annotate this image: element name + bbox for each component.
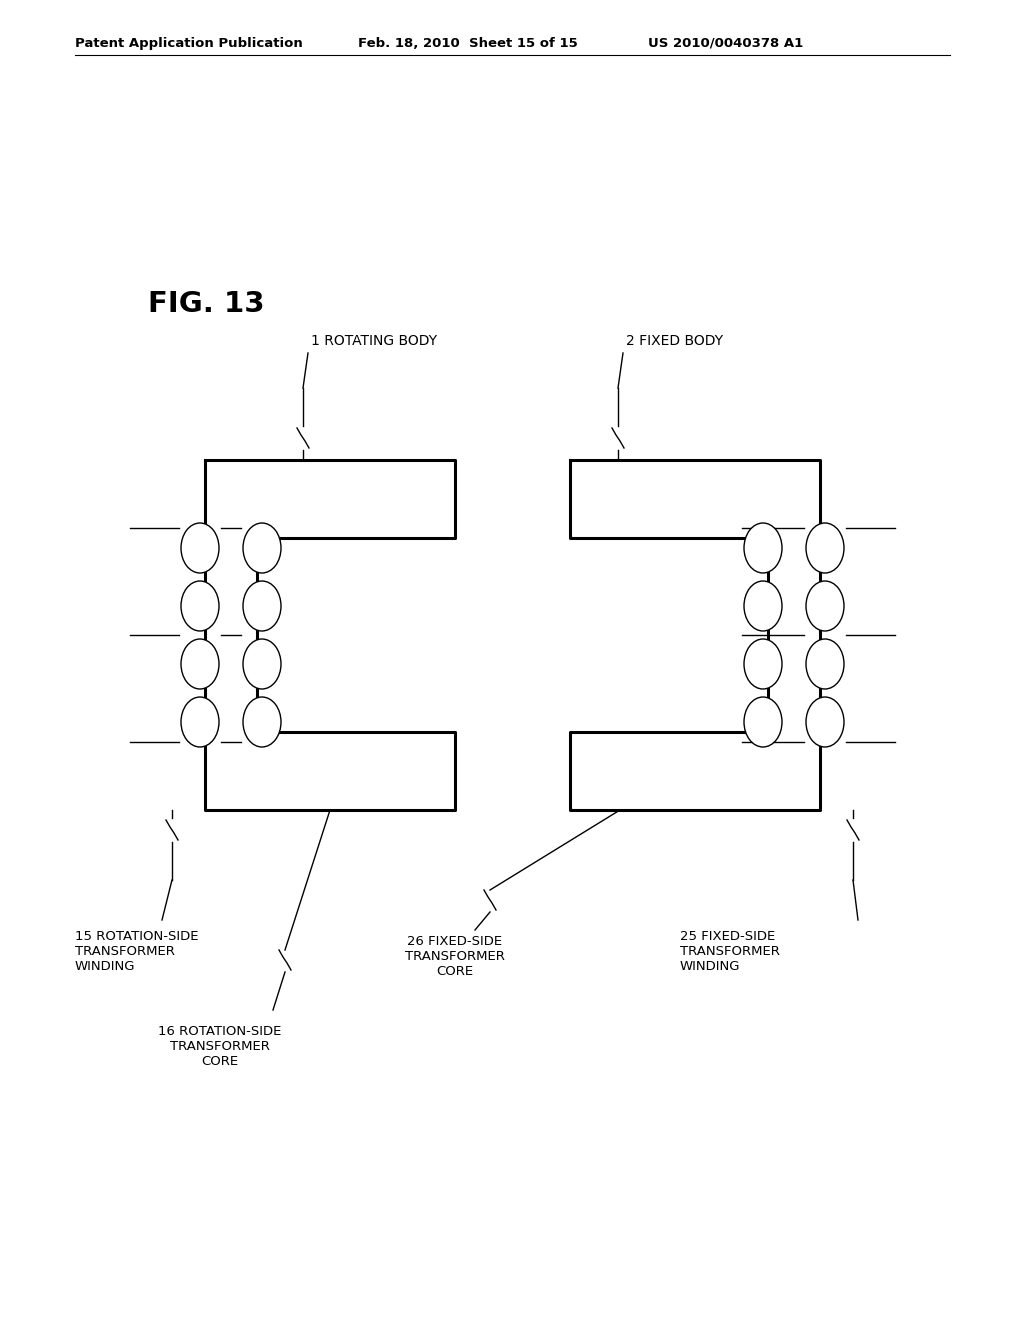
Polygon shape — [205, 459, 455, 810]
Text: US 2010/0040378 A1: US 2010/0040378 A1 — [648, 37, 803, 50]
Ellipse shape — [806, 697, 844, 747]
Text: 15 ROTATION-SIDE
TRANSFORMER
WINDING: 15 ROTATION-SIDE TRANSFORMER WINDING — [75, 931, 199, 973]
Ellipse shape — [243, 697, 281, 747]
Text: Feb. 18, 2010  Sheet 15 of 15: Feb. 18, 2010 Sheet 15 of 15 — [358, 37, 578, 50]
Text: 26 FIXED-SIDE
TRANSFORMER
CORE: 26 FIXED-SIDE TRANSFORMER CORE — [406, 935, 505, 978]
Ellipse shape — [243, 523, 281, 573]
Text: 1 ROTATING BODY: 1 ROTATING BODY — [311, 334, 437, 348]
Polygon shape — [570, 459, 820, 810]
Ellipse shape — [181, 697, 219, 747]
Text: FIG. 13: FIG. 13 — [148, 290, 264, 318]
Text: 25 FIXED-SIDE
TRANSFORMER
WINDING: 25 FIXED-SIDE TRANSFORMER WINDING — [680, 931, 780, 973]
Ellipse shape — [806, 639, 844, 689]
Ellipse shape — [744, 697, 782, 747]
Ellipse shape — [744, 581, 782, 631]
Ellipse shape — [243, 581, 281, 631]
Ellipse shape — [744, 639, 782, 689]
Ellipse shape — [243, 639, 281, 689]
Text: 2 FIXED BODY: 2 FIXED BODY — [626, 334, 723, 348]
Ellipse shape — [806, 523, 844, 573]
Ellipse shape — [181, 639, 219, 689]
Ellipse shape — [181, 523, 219, 573]
Text: 16 ROTATION-SIDE
TRANSFORMER
CORE: 16 ROTATION-SIDE TRANSFORMER CORE — [159, 1026, 282, 1068]
Ellipse shape — [181, 581, 219, 631]
Text: Patent Application Publication: Patent Application Publication — [75, 37, 303, 50]
Ellipse shape — [744, 523, 782, 573]
Ellipse shape — [806, 581, 844, 631]
